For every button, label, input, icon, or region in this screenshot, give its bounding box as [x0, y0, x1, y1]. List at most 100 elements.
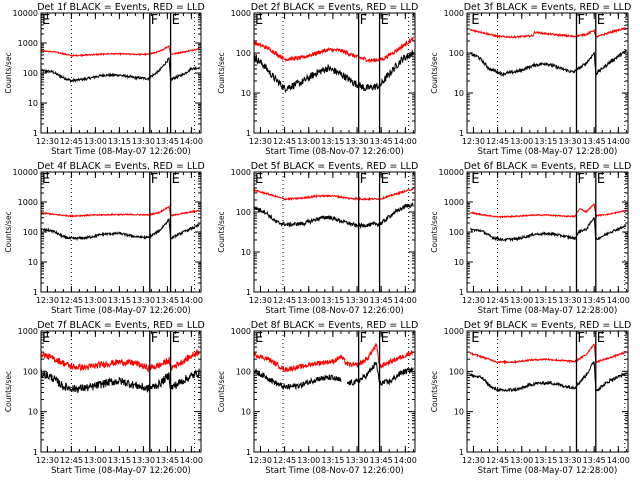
y-tick-label: 1000 [18, 198, 38, 207]
y-tick-label: 1 [459, 129, 464, 138]
y-tick-label: 1 [459, 448, 464, 457]
annotation-f: F [577, 13, 584, 28]
lld-series-line [469, 203, 627, 219]
plot-frame [253, 171, 416, 293]
y-tick-label: 100 [449, 49, 464, 58]
y-tick-label: 1 [33, 288, 38, 297]
annotation-e: E [597, 331, 605, 346]
annotation-e: E [42, 331, 50, 346]
y-tick-label: 1000 [231, 327, 251, 336]
y-tick-label: 1 [246, 129, 251, 138]
y-tick-label: 10 [28, 99, 38, 108]
panel-title: Det 9f BLACK = Events, RED = LLD [464, 320, 632, 331]
y-tick-label: 10 [241, 408, 251, 417]
plot-frame [253, 330, 416, 453]
x-tick-label: 13:15 [534, 296, 557, 305]
plot-frame [253, 12, 416, 134]
y-tick-label: 10000 [13, 168, 38, 177]
y-axis-label: Counts/sec [217, 52, 226, 93]
y-tick-label: 10 [241, 248, 251, 257]
annotation-f: F [151, 13, 158, 28]
annotation-e: E [471, 331, 479, 346]
plot-frame [40, 330, 202, 453]
y-tick-label: 1 [246, 448, 251, 457]
x-tick-label: 13:15 [108, 296, 131, 305]
y-tick-label: 10 [454, 258, 464, 267]
x-tick-label: 12:45 [60, 137, 83, 146]
y-tick-label: 1 [459, 288, 464, 297]
plot-frame [466, 12, 629, 134]
x-tick-label: 12:30 [249, 296, 272, 305]
x-axis-label: Start Time (08-Nov-07 12:26:00) [265, 147, 404, 157]
x-tick-label: 13:15 [108, 456, 131, 465]
annotation-e: E [172, 331, 180, 346]
y-tick-label: 100 [236, 49, 251, 58]
y-axis-label: Counts/sec [217, 371, 226, 412]
lld-series-line [41, 204, 200, 218]
y-tick-label: 100 [236, 208, 251, 217]
y-axis-label: Counts/sec [430, 371, 439, 412]
x-tick-label: 12:45 [60, 456, 83, 465]
annotation-f: F [360, 13, 367, 28]
annotation-e: E [172, 13, 180, 28]
annotation-f: F [151, 331, 158, 346]
lld-series-line [469, 343, 627, 365]
x-tick-label: 12:30 [36, 137, 59, 146]
y-tick-label: 10 [28, 408, 38, 417]
x-tick-label: 13:00 [510, 456, 533, 465]
y-tick-label: 1000 [18, 39, 38, 48]
lld-series-line [254, 36, 414, 64]
x-tick-label: 13:00 [84, 137, 107, 146]
x-tick-label: 13:00 [297, 456, 320, 465]
x-tick-label: 13:45 [583, 137, 606, 146]
annotation-e: E [255, 172, 263, 187]
x-tick-label: 12:45 [273, 456, 296, 465]
x-tick-label: 13:30 [132, 456, 155, 465]
annotation-e: E [381, 172, 389, 187]
y-tick-label: 100 [449, 228, 464, 237]
x-tick-label: 13:45 [583, 296, 606, 305]
x-tick-label: 13:30 [559, 137, 582, 146]
y-tick-label: 10 [454, 89, 464, 98]
y-axis-label: Counts/sec [4, 211, 13, 252]
x-tick-label: 13:00 [510, 296, 533, 305]
annotation-f: F [577, 172, 584, 187]
y-tick-label: 10 [241, 89, 251, 98]
x-tick-label: 13:00 [297, 296, 320, 305]
x-tick-label: 13:15 [108, 137, 131, 146]
x-tick-label: 12:45 [60, 296, 83, 305]
y-tick-label: 1000 [444, 327, 464, 336]
y-tick-label: 1 [33, 129, 38, 138]
x-tick-label: 13:45 [370, 456, 393, 465]
x-tick-label: 12:45 [486, 456, 509, 465]
panel-title: Det 2f BLACK = Events, RED = LLD [251, 2, 419, 13]
annotation-e: E [255, 331, 263, 346]
x-tick-label: 12:30 [249, 456, 272, 465]
x-tick-label: 13:00 [84, 456, 107, 465]
y-tick-label: 1000 [444, 9, 464, 18]
annotation-e: E [381, 13, 389, 28]
annotation-f: F [360, 172, 367, 187]
annotation-f: F [360, 331, 367, 346]
x-tick-label: 14:00 [180, 296, 203, 305]
y-axis-label: Counts/sec [217, 211, 226, 252]
plot-frame [40, 12, 202, 134]
x-axis-label: Start Time (08-May-07 12:26:00) [51, 466, 191, 476]
y-tick-label: 10 [28, 258, 38, 267]
x-tick-label: 12:30 [36, 296, 59, 305]
x-tick-label: 14:00 [394, 456, 417, 465]
y-tick-label: 1 [33, 448, 38, 457]
x-tick-label: 14:00 [607, 296, 630, 305]
plot-frame [40, 171, 202, 293]
y-tick-label: 100 [23, 228, 38, 237]
annotation-e: E [172, 172, 180, 187]
events-series-line [254, 49, 414, 94]
plot-frame [466, 330, 629, 453]
